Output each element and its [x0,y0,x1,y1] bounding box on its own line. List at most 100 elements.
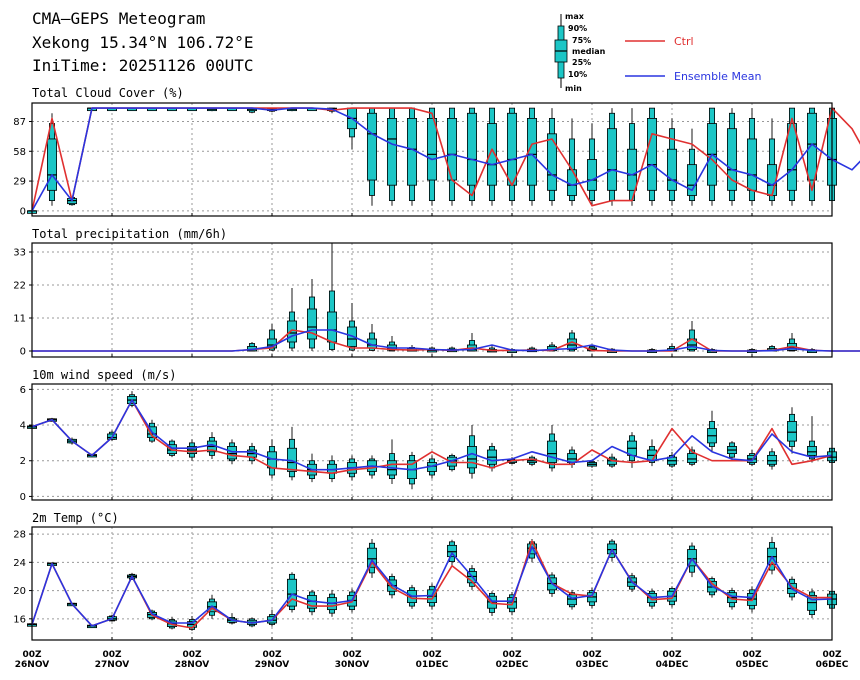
temp-ytick-label: 16 [13,614,26,625]
legend-min: min [565,84,582,93]
x-tick-day: 28NOV [175,660,209,670]
x-tick-hour: 00Z [582,650,602,660]
precip-inner-box [306,308,317,340]
wind-box [527,455,538,467]
precip-inner-box [326,311,337,343]
temp-box [366,539,377,578]
wind-inner-box [807,446,818,456]
x-tick-day: 04DEC [656,660,689,670]
legend-p90: 90% [568,24,587,33]
cloud-inner-box [607,128,618,191]
x-tick-hour: 00Z [422,650,442,660]
cloud-inner-box [587,159,598,191]
x-tick-day: 26NOV [15,660,49,670]
x-tick-day: 06DEC [816,660,849,670]
cloud-box [406,107,417,206]
x-tick-day: 29NOV [255,660,289,670]
precip-box [286,288,297,351]
x-tick-day: 02DEC [496,660,529,670]
meteogram-title: CMA—GEPS Meteogram [32,9,205,28]
cloud-box [47,113,58,206]
cloud-box [607,108,618,206]
temp-box [266,609,277,627]
precip-ctrl-line [32,329,860,352]
temp-box [446,539,457,566]
precip-box [366,324,377,351]
legend-max: max [565,12,585,21]
x-tick-hour: 00Z [262,650,282,660]
wind-box [587,460,598,468]
cloud-panel: 0 29 58 87 [13,102,860,217]
temp-panel: 16 20 24 28 [13,526,838,641]
cloud-box [466,107,477,206]
precip-mean-line [32,329,860,352]
cloud-box [366,107,377,206]
wind-ytick-label: 0 [20,492,26,503]
x-tick-day: 03DEC [576,660,609,670]
cloud-inner-box [687,164,698,196]
wind-inner-box [687,453,698,463]
precip-ytick-label: 22 [13,281,26,292]
temp-panel-title: 2m Temp (°C) [32,511,119,525]
cloud-box [687,128,698,206]
cloud-box [647,107,658,206]
precip-ytick-label: 11 [13,314,26,325]
cloud-inner-box [386,118,397,186]
wind-inner-box [226,446,237,460]
cloud-ytick-label: 87 [13,117,26,128]
wind-ytick-label: 2 [20,456,26,467]
temp-ytick-label: 28 [13,530,26,541]
x-tick-hour: 00Z [502,650,522,660]
cloud-box [667,118,678,206]
cloud-inner-box [426,118,437,181]
temp-box [567,589,578,610]
wind-box [386,439,397,484]
wind-box [767,448,778,470]
x-tick-hour: 00Z [22,650,42,660]
cloud-ytick-label: 0 [20,206,26,217]
wind-box [707,410,718,452]
x-tick-day: 30NOV [335,660,369,670]
cloud-inner-box [627,148,638,191]
x-axis: 00Z26NOV00Z27NOV00Z28NOV00Z29NOV00Z30NOV… [15,650,849,670]
wind-box [747,450,758,467]
box-legend: max 90% 75% median 25% 10% min [554,12,606,93]
cloud-inner-box [667,148,678,191]
cloud-box [787,107,798,206]
temp-inner-box [286,578,297,607]
legend-p10: 10% [568,70,587,79]
legend-p25: 25% [572,58,591,67]
wind-box [807,416,818,463]
wind-inner-box [547,440,558,463]
wind-box [186,439,197,461]
location-label: Xekong 15.34°N 106.72°E [32,33,254,52]
cloud-box [587,123,598,206]
x-tick-hour: 00Z [822,650,842,660]
wind-box [727,441,738,461]
wind-box [647,439,658,467]
wind-mean-line [31,399,833,471]
legend-median: median [572,47,606,56]
cloud-mean-line [31,107,860,212]
cloud-box [567,118,578,206]
temp-inner-box [687,549,698,567]
cloud-inner-box [647,118,658,191]
cloud-inner-box [406,118,417,186]
precip-inner-box [286,320,297,343]
temp-ytick-label: 24 [13,558,26,569]
cloud-inner-box [47,138,58,191]
cloud-box [727,108,738,206]
wind-box [406,451,417,490]
precip-box [326,243,337,351]
cloud-inner-box [787,123,798,191]
temp-box [306,589,317,616]
legend-p75: 75% [572,36,591,45]
temp-ytick-label: 20 [13,586,26,597]
cloud-inner-box [727,128,738,191]
cloud-box [767,118,778,206]
cloud-ytick-label: 58 [13,147,26,158]
cloud-panel-title: Total Cloud Cover (%) [32,86,184,100]
